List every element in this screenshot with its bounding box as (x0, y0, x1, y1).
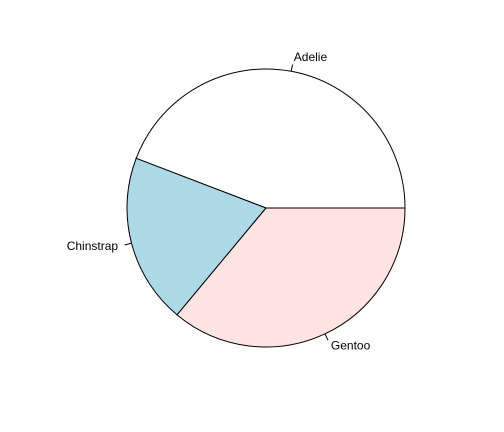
pie-leader-gentoo (324, 333, 329, 341)
pie-leader-chinstrap (124, 242, 132, 246)
pie-leader-adelie (290, 64, 294, 72)
pie-leader-lines (124, 64, 329, 341)
pie-label-adelie: Adelie (294, 50, 328, 64)
pie-label-chinstrap: Chinstrap (67, 239, 119, 253)
pie-slice-gentoo (176, 207, 406, 348)
pie-slices (126, 68, 406, 348)
pie-labels: Adelie Chinstrap Gentoo (67, 50, 371, 353)
pie-label-gentoo: Gentoo (331, 339, 371, 353)
pie-slice-chinstrap (126, 157, 267, 316)
